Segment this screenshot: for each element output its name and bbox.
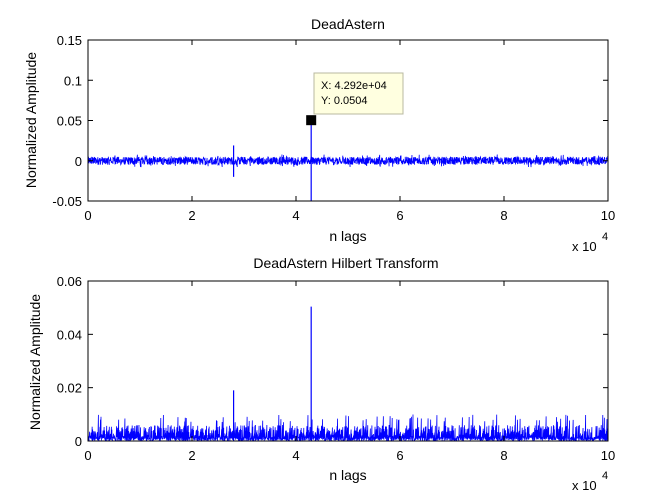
bottom-x-multiplier: x 10 <box>572 478 597 493</box>
bottom-y-axis-label: Normalized Amplitude <box>27 294 43 430</box>
top-y-tick-label: 0.1 <box>64 73 82 88</box>
bottom-x-axis-label: n lags <box>329 467 366 483</box>
top-y-tick-label: 0 <box>75 154 82 169</box>
top-x-tick-label: 10 <box>601 208 615 223</box>
bottom-x-tick-label: 8 <box>500 448 507 463</box>
top-y-tick-label: 0.05 <box>57 114 82 129</box>
bottom-x-tick-label: 6 <box>396 448 403 463</box>
top-chart-title: DeadAstern <box>311 16 385 32</box>
bottom-x-tick-label: 4 <box>292 448 299 463</box>
top-signal-trace <box>87 154 609 168</box>
bottom-y-tick-label: 0.04 <box>57 327 82 342</box>
top-x-multiplier-exponent: 4 <box>602 231 608 243</box>
top-x-tick-label: 4 <box>292 208 299 223</box>
bottom-y-tick-label: 0.02 <box>57 381 82 396</box>
data-tip-y-text: Y: 0.0504 <box>321 95 368 107</box>
top-y-tick-label: 0.15 <box>57 33 82 48</box>
data-tip-box <box>313 72 404 115</box>
top-x-axis-label: n lags <box>329 228 366 244</box>
top-x-tick-label: 6 <box>396 208 403 223</box>
bottom-chart-title: DeadAstern Hilbert Transform <box>253 255 438 271</box>
top-series-group <box>87 120 609 201</box>
bottom-x-multiplier-exponent: 4 <box>602 470 608 482</box>
bottom-y-tick-label: 0.06 <box>57 274 82 289</box>
bottom-x-tick-label: 0 <box>84 448 91 463</box>
bottom-subplot: 0 2 4 6 8 10 0 0.02 0.04 0.06 DeadAstern Hilbert … <box>27 255 615 493</box>
top-x-multiplier: x 10 <box>572 239 597 254</box>
data-tip-x-text: X: 4.292e+04 <box>321 80 387 92</box>
bottom-y-tick-label: 0 <box>75 434 82 449</box>
top-axes-area <box>88 40 608 201</box>
bottom-x-tick-label: 10 <box>601 448 615 463</box>
top-y-axis-label: Normalized Amplitude <box>23 52 39 188</box>
data-tip-marker[interactable] <box>306 115 317 126</box>
top-y-tick-label: -0.05 <box>52 194 82 209</box>
top-x-tick-label: 2 <box>188 208 195 223</box>
top-x-tick-label: 8 <box>500 208 507 223</box>
bottom-axes-area <box>88 281 608 441</box>
bottom-axes-box <box>87 280 609 442</box>
data-tip[interactable]: X: 4.292e+04 Y: 0.0504 <box>306 72 404 126</box>
bottom-ticks: 0 2 4 6 8 10 0 0.02 0.04 0.06 <box>57 274 616 463</box>
top-x-tick-label: 0 <box>84 208 91 223</box>
bottom-x-tick-label: 2 <box>188 448 195 463</box>
